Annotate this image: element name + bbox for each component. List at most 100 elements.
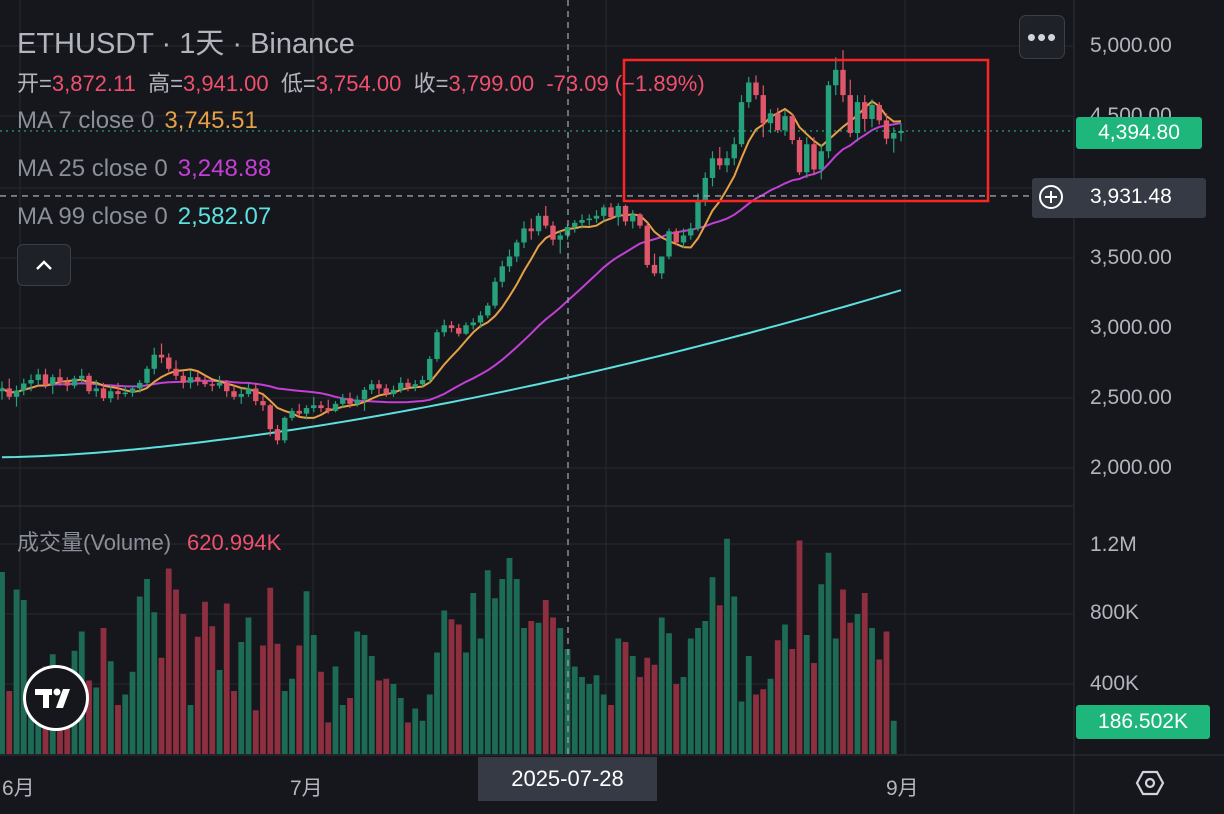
highlight-box [622,58,990,203]
low-label: 低= [280,71,316,96]
crosshair-price-tag[interactable]: 3,931.48 [1032,178,1206,218]
more-options-button[interactable]: ••• [1019,15,1065,59]
ma7-legend[interactable]: MA 7 close 0 3,745.51 [17,107,258,135]
volume-bar [753,694,759,754]
volume-bar [245,617,252,754]
candle-body [622,205,629,222]
volume-bar [695,628,701,754]
volume-bar [202,601,208,754]
candle-body [746,82,752,103]
close-value: 3,799.00 [448,71,535,96]
candlesticks [0,50,904,445]
volume-bar [716,605,723,754]
tradingview-logo-inner [26,668,86,728]
volume-bar [542,600,549,754]
price-tick-2000: 2,000.00 [1090,456,1172,479]
volume-bar [513,579,520,754]
volume-bar [209,626,216,754]
volume-bar [535,622,542,754]
volume-bar [376,680,382,754]
candle-body [419,379,426,385]
candle-body [477,315,484,323]
volume-bar [767,678,774,754]
candle-body [579,220,585,223]
candle-body [318,405,324,409]
candle-body [796,140,803,173]
ma25-legend[interactable]: MA 25 close 0 3,248.88 [17,155,271,183]
volume-bar [608,705,614,754]
candle-body [369,384,375,390]
volume-bar [455,624,462,754]
volume-tick-400k: 400K [1090,672,1140,695]
candle-body [151,354,157,369]
more-dots-icon: ••• [1026,21,1058,52]
candle-body [724,158,730,166]
candle-body [137,382,143,389]
candle-body [869,104,875,119]
ma99-legend[interactable]: MA 99 close 0 2,582.07 [17,203,271,231]
volume-bar [484,570,491,754]
candle-body [557,235,563,240]
settings-button[interactable] [1135,768,1165,803]
candle-body [64,382,70,386]
volume-bar [434,652,440,754]
candle-body [427,358,433,380]
volume-bar [731,596,738,754]
symbol-title: ETHUSDT · 1天 · Binance [17,28,355,60]
volume-bar [869,628,875,754]
candle-body [760,95,766,124]
candle-body [630,214,636,222]
last-price-tag: 4,394.80 [1076,117,1202,149]
candle-body [354,399,360,404]
candle-body [514,242,520,257]
volume-bar [803,635,810,754]
volume-bar [600,694,607,754]
candle-body [543,215,549,226]
candle-body [862,102,868,119]
time-tick-september: 9月 [886,777,919,800]
candle-body [717,158,723,166]
candle-body [412,384,418,388]
collapse-legend-button[interactable] [17,244,71,286]
volume-bar [796,540,803,754]
plus-circle-icon[interactable] [1039,185,1063,209]
candle-body [332,403,339,411]
volume-bar [818,584,825,754]
ma7-value: 3,745.51 [164,107,258,134]
candle-body [593,215,600,219]
candle-body [238,394,244,397]
candle-body [289,410,295,418]
volume-bar [20,600,27,754]
candle-body [448,325,455,329]
volume-bar [296,645,303,754]
volume-bar [658,617,665,754]
volume-bar [281,691,288,754]
tradingview-logo-icon[interactable] [23,665,89,731]
volume-bar [289,678,295,754]
low-value: 3,754.00 [315,71,402,96]
candle-body [376,384,382,389]
candle-body [586,218,592,221]
volume-bar [0,572,5,754]
volume-bar [368,656,375,754]
candle-body [528,228,534,232]
volume-bar [426,694,433,754]
candle-body [166,357,172,369]
candle-body [21,383,27,391]
volume-bar [173,589,179,754]
volume-bar [564,649,571,754]
volume-bar [593,675,600,754]
candle-body [767,113,774,124]
candle-body [644,225,650,265]
candle-body [608,207,614,218]
volume-bar [499,579,506,754]
ma99-value: 2,582.07 [177,203,272,230]
volume-bar [521,628,527,754]
candle-body [753,82,759,96]
candle-body [615,205,621,218]
open-label: 开= [17,71,52,96]
volume-bar [738,701,745,754]
candle-body [129,388,136,393]
volume-label: 成交量(Volume) [17,530,172,555]
